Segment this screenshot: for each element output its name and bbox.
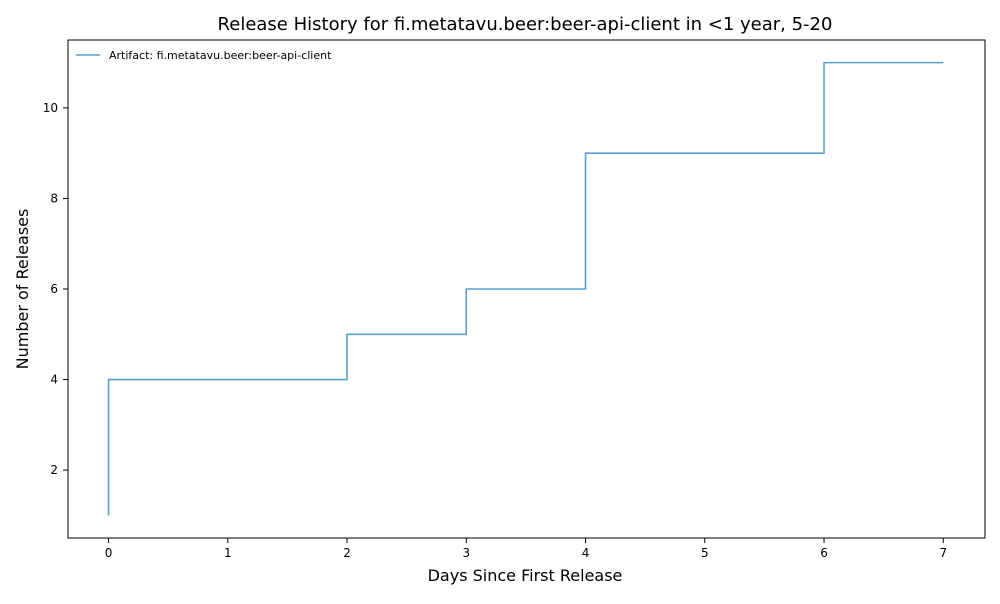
y-tick-label: 8	[50, 191, 58, 205]
x-tick-label: 3	[462, 546, 470, 560]
x-axis-label: Days Since First Release	[428, 566, 623, 585]
y-axis-ticks: 2 4 6 8 10	[43, 101, 68, 477]
y-tick-label: 2	[50, 463, 58, 477]
x-axis-ticks: 0 1 2 3 4 5 6 7	[105, 538, 947, 560]
x-tick-label: 2	[343, 546, 351, 560]
x-tick-label: 0	[105, 546, 113, 560]
y-tick-label: 10	[43, 101, 58, 115]
series-line-0	[107, 61, 944, 516]
x-tick-label: 6	[820, 546, 828, 560]
y-tick-label: 6	[50, 282, 58, 296]
series-layer	[107, 61, 944, 516]
chart-title: Release History for fi.metatavu.beer:bee…	[218, 14, 833, 35]
x-tick-label: 4	[582, 546, 590, 560]
legend-entry-label: Artifact: fi.metatavu.beer:beer-api-clie…	[109, 49, 332, 62]
y-tick-label: 4	[50, 373, 58, 387]
x-tick-label: 5	[701, 546, 709, 560]
y-axis-label: Number of Releases	[13, 209, 32, 370]
x-tick-label: 7	[939, 546, 947, 560]
x-tick-label: 1	[224, 546, 232, 560]
legend: Artifact: fi.metatavu.beer:beer-api-clie…	[76, 49, 332, 62]
